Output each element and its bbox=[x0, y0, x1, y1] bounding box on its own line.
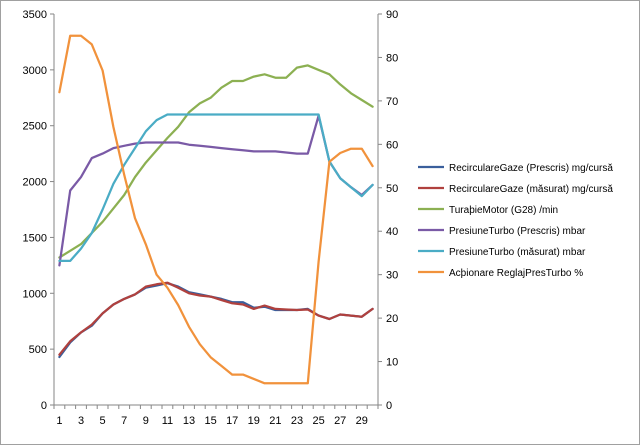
y-right-tick-label: 50 bbox=[386, 183, 398, 195]
legend: RecirculareGaze (Prescris) mg/cursă Recir… bbox=[418, 163, 613, 279]
legend-entry: Acþionare ReglajPresTurbo % bbox=[418, 268, 583, 279]
y-right-tick-label: 90 bbox=[386, 9, 398, 21]
y-left-tick-label: 3000 bbox=[23, 65, 47, 77]
x-tick-label: 27 bbox=[334, 415, 346, 427]
legend-entry: PresiuneTurbo (Prescris) mbar bbox=[418, 226, 586, 237]
x-tick-label: 23 bbox=[291, 415, 303, 427]
y-left-tick-label: 2500 bbox=[23, 121, 47, 133]
y-right-tick-label: 20 bbox=[386, 313, 398, 325]
legend-entry: PresiuneTurbo (măsurat) mbar bbox=[418, 247, 586, 258]
series-line-2 bbox=[58, 281, 374, 356]
x-tick-label: 11 bbox=[162, 415, 173, 427]
x-tick-label: 19 bbox=[248, 415, 260, 427]
y-left-tick-label: 2000 bbox=[23, 177, 47, 189]
x-tick-label: 5 bbox=[100, 415, 106, 427]
y-left-tick-label: 500 bbox=[29, 344, 47, 356]
y-right-tick-label: 60 bbox=[386, 139, 398, 151]
x-tick-label: 17 bbox=[226, 415, 238, 427]
legend-label: RecirculareGaze (măsurat) mg/cursă bbox=[449, 184, 613, 195]
x-tick-label: 13 bbox=[183, 415, 195, 427]
x-tick-label: 29 bbox=[356, 415, 368, 427]
y-left-tick-label: 1500 bbox=[23, 232, 47, 244]
x-tick-label: 3 bbox=[78, 415, 84, 427]
y-right-tick-label: 10 bbox=[386, 357, 398, 369]
x-tick-label: 7 bbox=[121, 415, 127, 427]
y-left-tick-label: 3500 bbox=[23, 9, 47, 21]
x-tick-label: 21 bbox=[269, 415, 281, 427]
x-tick-label: 9 bbox=[143, 415, 149, 427]
legend-label: TuraþieMotor (G28) /min bbox=[449, 205, 558, 216]
y-right-tick-label: 40 bbox=[386, 226, 398, 238]
axes: 0 500 1000 1500 2000 2500 3000 3500 0 10 20 30 40 50 6… bbox=[23, 9, 399, 427]
y-right-tick-label: 0 bbox=[386, 400, 392, 412]
legend-entry: RecirculareGaze (măsurat) mg/cursă bbox=[418, 184, 613, 195]
x-tick-label: 1 bbox=[56, 415, 62, 427]
series bbox=[58, 34, 374, 385]
legend-entry: RecirculareGaze (Prescris) mg/cursă bbox=[418, 163, 613, 174]
series-line-5 bbox=[58, 113, 374, 263]
legend-entry: TuraþieMotor (G28) /min bbox=[418, 205, 558, 216]
legend-label: PresiuneTurbo (măsurat) mbar bbox=[449, 247, 586, 258]
legend-label: PresiuneTurbo (Prescris) mbar bbox=[449, 226, 586, 237]
series-line-3 bbox=[58, 64, 374, 259]
legend-label: Acþionare ReglajPresTurbo % bbox=[449, 268, 583, 279]
y-left-tick-label: 1000 bbox=[23, 288, 47, 300]
y-right-tick-label: 30 bbox=[386, 270, 398, 282]
x-tick-label: 25 bbox=[312, 415, 324, 427]
y-right-tick-label: 70 bbox=[386, 96, 398, 108]
x-tick-label: 15 bbox=[204, 415, 216, 427]
legend-label: RecirculareGaze (Prescris) mg/cursă bbox=[449, 163, 613, 174]
y-left-tick-label: 0 bbox=[41, 400, 47, 412]
y-right-tick-label: 80 bbox=[386, 52, 398, 64]
series-line-6 bbox=[58, 34, 374, 385]
